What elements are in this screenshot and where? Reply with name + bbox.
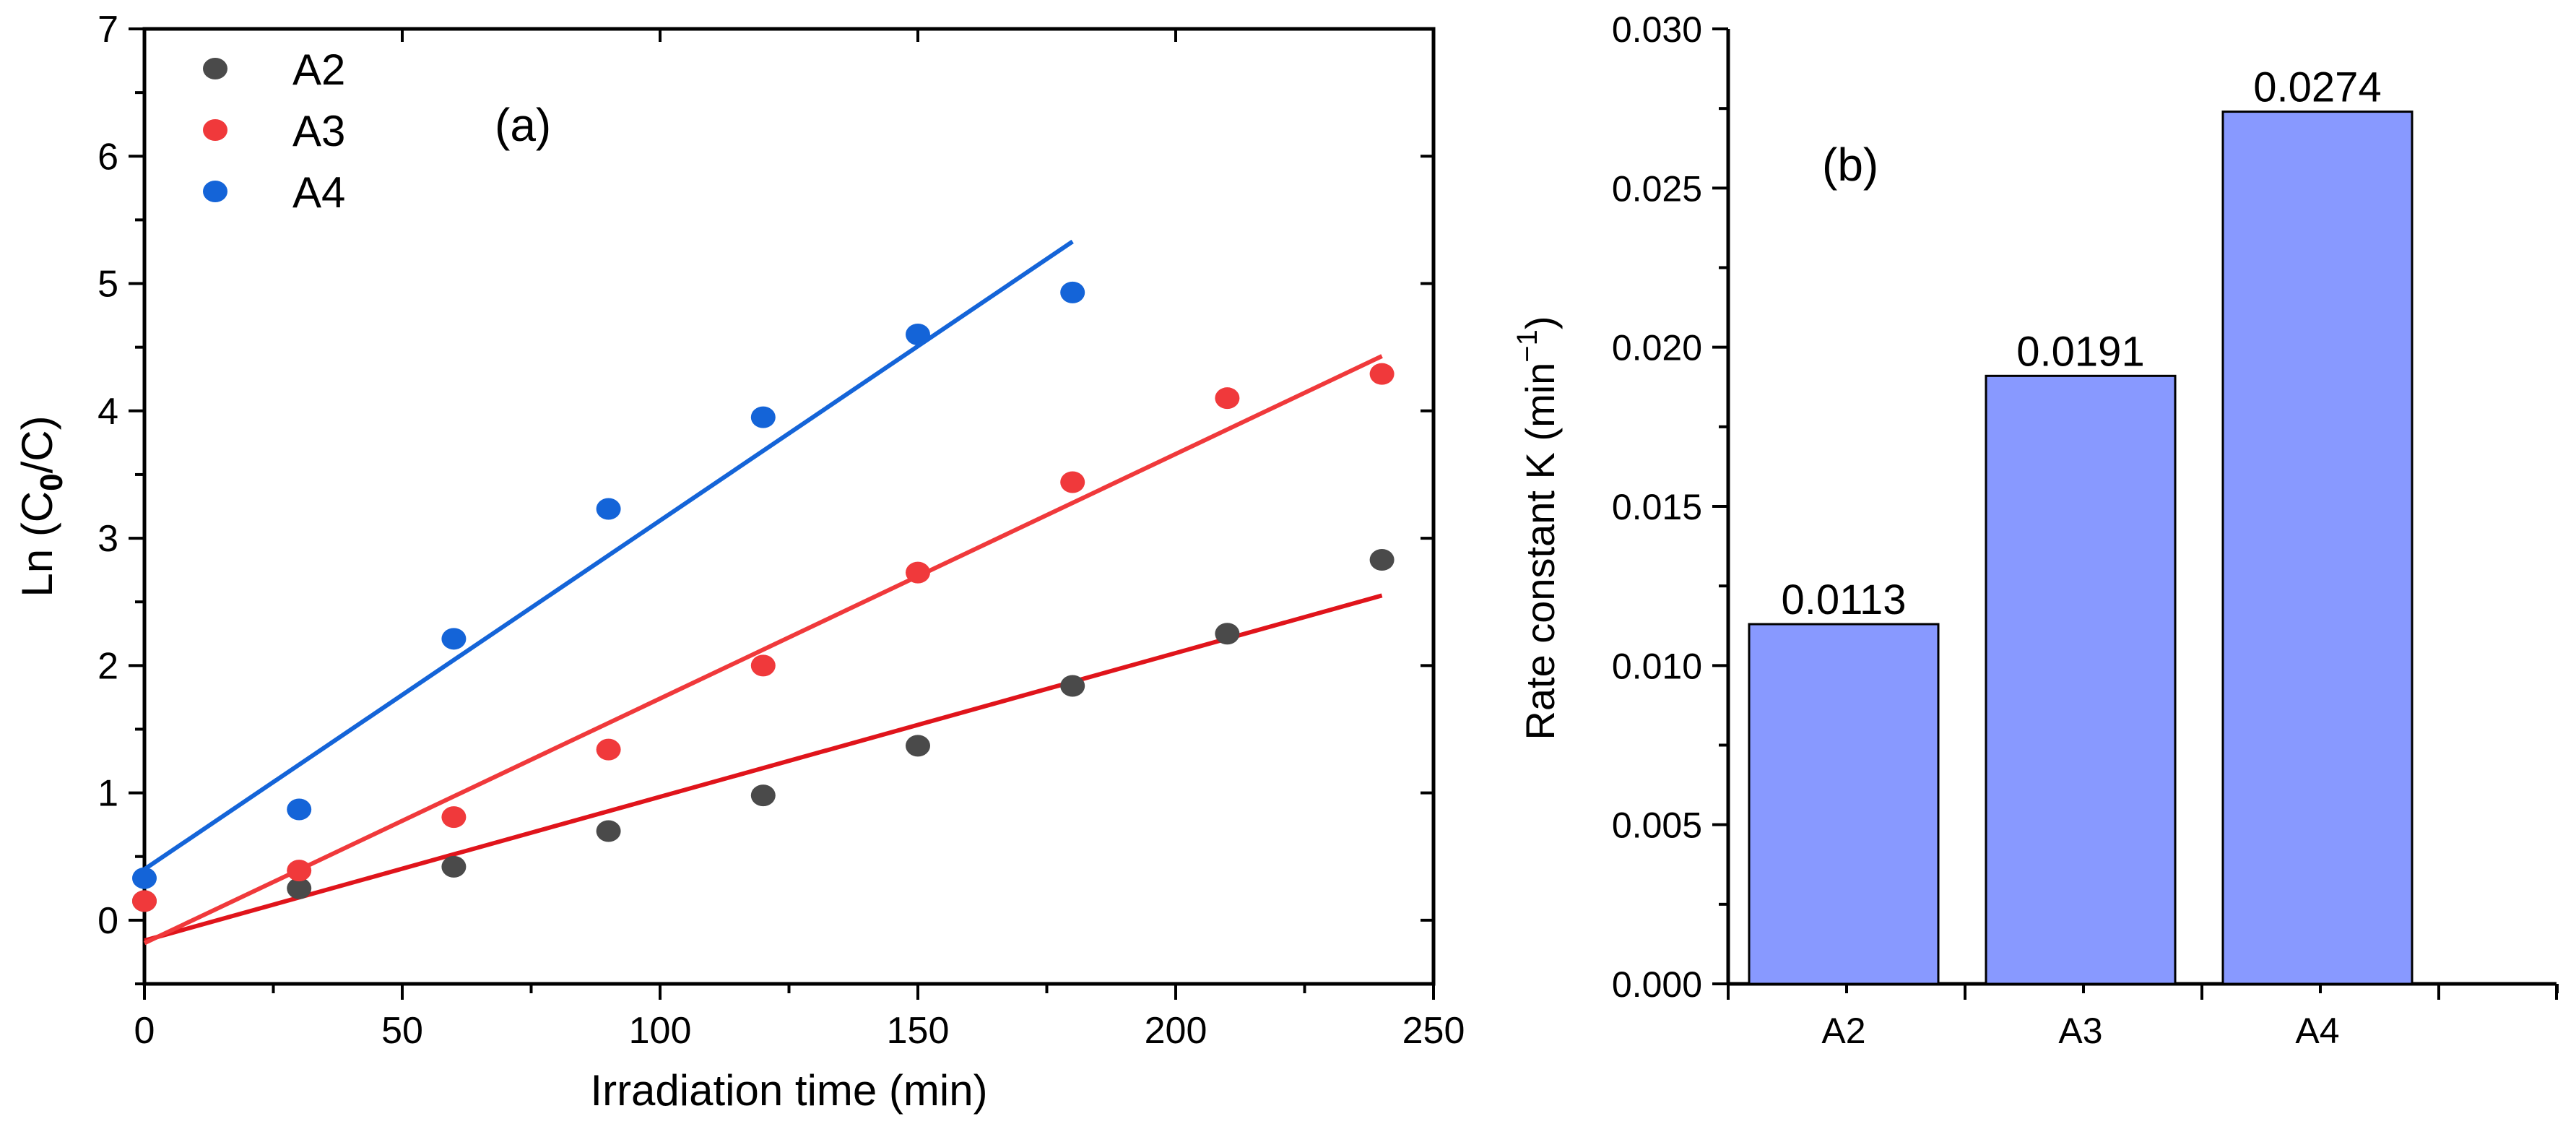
data-point-a2 bbox=[1215, 623, 1240, 645]
fit-line-a2 bbox=[144, 593, 1383, 943]
panel-b-label: (b) bbox=[1822, 139, 1878, 191]
y-tick-label: 0.000 bbox=[1612, 964, 1702, 1005]
data-point-a3 bbox=[1060, 471, 1085, 493]
x-tick-label-a2: A2 bbox=[1821, 1011, 1865, 1051]
y-tick-label: 7 bbox=[97, 9, 118, 51]
data-point-a3 bbox=[441, 806, 467, 829]
bar-value-label-a3: 0.0191 bbox=[2016, 328, 2144, 375]
x-tick-label: 0 bbox=[134, 1010, 155, 1052]
y-tick-label: 3 bbox=[97, 518, 118, 560]
y-tick-label: 0 bbox=[97, 900, 118, 942]
panel-a-scatter-chart: 0 50 100 150 200 250 0 1 2 3 4 5 6 7 A2 A3 A4 (a) Irrad… bbox=[13, 9, 1465, 1115]
panel-b-y-axis-label: Rate constant K (min−1) bbox=[1512, 316, 1563, 740]
y-tick-label: 6 bbox=[97, 136, 118, 178]
data-point-a4 bbox=[287, 798, 312, 821]
panel-a-legend: A2 A3 A4 bbox=[203, 46, 345, 217]
x-tick-label: 50 bbox=[381, 1010, 423, 1052]
legend-label-a3: A3 bbox=[292, 107, 345, 155]
panel-b-bars: 0.0113 A2 0.0191 A3 0.0274 A4 bbox=[1748, 64, 2414, 1051]
data-point-a2 bbox=[1060, 675, 1085, 697]
panel-a-label: (a) bbox=[495, 99, 551, 151]
y-tick-label: 0.025 bbox=[1612, 168, 1702, 209]
data-point-a3 bbox=[750, 654, 776, 677]
y-tick-label: 0.015 bbox=[1612, 487, 1702, 527]
data-point-a3 bbox=[1369, 363, 1395, 385]
bar-a2 bbox=[1748, 623, 1940, 985]
data-point-a2 bbox=[441, 855, 467, 878]
data-point-a2 bbox=[906, 735, 930, 757]
panel-a-axis-ticks: 0 50 100 150 200 250 0 1 2 3 4 5 6 7 bbox=[97, 9, 1465, 1052]
y-tick-label: 5 bbox=[97, 264, 118, 306]
x-tick-label-a3: A3 bbox=[2058, 1011, 2102, 1051]
data-point-a4 bbox=[1060, 281, 1085, 303]
panel-b-axis-ticks: 0.000 0.005 0.010 0.015 0.020 0.025 0.030 bbox=[1612, 9, 2559, 1005]
data-point-a2 bbox=[287, 877, 312, 899]
y-tick-label: 0.010 bbox=[1612, 646, 1702, 686]
data-point-a4 bbox=[441, 628, 467, 650]
y-tick-label: 2 bbox=[97, 645, 118, 687]
y-tick-label: 4 bbox=[97, 391, 118, 433]
bar-a4 bbox=[2221, 111, 2414, 985]
fit-line-a4 bbox=[143, 239, 1074, 871]
legend-marker-a4 bbox=[203, 181, 227, 202]
bar-value-label-a2: 0.0113 bbox=[1781, 576, 1906, 623]
legend-marker-a2 bbox=[203, 58, 227, 79]
data-point-a4 bbox=[906, 324, 930, 346]
x-tick-label: 100 bbox=[629, 1010, 692, 1052]
panel-a-data-points bbox=[132, 281, 1395, 912]
data-point-a2 bbox=[596, 820, 621, 842]
data-point-a4 bbox=[132, 867, 157, 889]
x-tick-label: 200 bbox=[1145, 1010, 1207, 1052]
data-point-a3 bbox=[287, 860, 312, 882]
x-tick-label: 250 bbox=[1402, 1010, 1465, 1052]
y-tick-label: 0.005 bbox=[1612, 805, 1702, 846]
legend-label-a2: A2 bbox=[292, 46, 345, 94]
data-point-a3 bbox=[1215, 387, 1240, 410]
fit-line-a3 bbox=[143, 354, 1383, 946]
data-point-a3 bbox=[906, 561, 930, 584]
y-tick-label: 0.020 bbox=[1612, 328, 1702, 368]
x-tick-label-a4: A4 bbox=[2295, 1011, 2339, 1051]
panel-a-y-axis-label: Ln (C0/C) bbox=[13, 415, 69, 597]
x-tick-label: 150 bbox=[887, 1010, 950, 1052]
data-point-a3 bbox=[132, 890, 157, 912]
legend-marker-a3 bbox=[203, 119, 227, 141]
y-tick-label: 0.030 bbox=[1612, 9, 1702, 50]
data-point-a3 bbox=[596, 738, 621, 761]
panel-b-bar-chart: 0.000 0.005 0.010 0.015 0.020 0.025 0.030 0.01… bbox=[1512, 9, 2559, 1051]
legend-label-a4: A4 bbox=[292, 168, 345, 217]
panel-a-x-axis-label: Irradiation time (min) bbox=[590, 1066, 987, 1115]
data-point-a4 bbox=[596, 498, 621, 520]
data-point-a2 bbox=[1369, 549, 1395, 571]
data-point-a2 bbox=[750, 784, 776, 807]
data-point-a4 bbox=[750, 406, 776, 428]
y-tick-label: 1 bbox=[97, 773, 118, 815]
bar-a3 bbox=[1985, 374, 2177, 985]
bar-value-label-a4: 0.0274 bbox=[2253, 64, 2381, 111]
panel-a-fit-lines bbox=[143, 239, 1383, 946]
